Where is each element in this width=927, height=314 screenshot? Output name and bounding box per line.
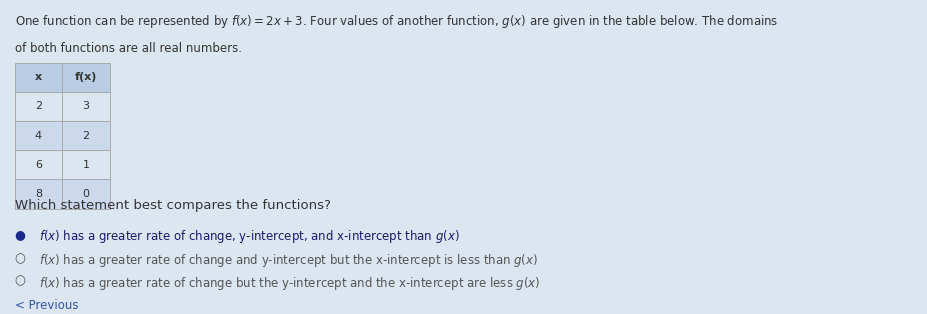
- Text: < Previous: < Previous: [15, 299, 78, 312]
- Bar: [62, 92, 109, 121]
- Text: ●: ●: [15, 228, 25, 241]
- Bar: [15, 179, 62, 208]
- Text: 2: 2: [35, 101, 42, 111]
- Bar: [15, 121, 62, 150]
- Bar: [15, 150, 62, 179]
- Text: 3: 3: [83, 101, 89, 111]
- Bar: [62, 179, 109, 208]
- Bar: [62, 121, 109, 150]
- Text: Which statement best compares the functions?: Which statement best compares the functi…: [15, 199, 330, 212]
- Text: x: x: [35, 72, 42, 82]
- Text: 0: 0: [83, 189, 89, 199]
- Text: of both functions are all real numbers.: of both functions are all real numbers.: [15, 42, 242, 55]
- Text: 1: 1: [83, 160, 89, 170]
- Text: 8: 8: [35, 189, 42, 199]
- Text: $f(x)$ has a greater rate of change but the y-intercept and the x-intercept are : $f(x)$ has a greater rate of change but …: [39, 274, 540, 291]
- Text: 6: 6: [35, 160, 42, 170]
- Text: ○: ○: [15, 252, 25, 265]
- Bar: [15, 62, 62, 92]
- Text: $f(x)$ has a greater rate of change and y-intercept but the x-intercept is less : $f(x)$ has a greater rate of change and …: [39, 252, 538, 269]
- Text: f(x): f(x): [75, 72, 97, 82]
- Text: One function can be represented by $f(x) = 2x + 3$. Four values of another funct: One function can be represented by $f(x)…: [15, 13, 778, 30]
- Bar: [62, 62, 109, 92]
- Text: ○: ○: [15, 274, 25, 288]
- Bar: [15, 92, 62, 121]
- Text: 2: 2: [83, 131, 90, 141]
- Text: $f(x)$ has a greater rate of change, y-intercept, and x-intercept than $g(x)$: $f(x)$ has a greater rate of change, y-i…: [39, 228, 460, 245]
- Bar: [62, 150, 109, 179]
- Text: 4: 4: [35, 131, 42, 141]
